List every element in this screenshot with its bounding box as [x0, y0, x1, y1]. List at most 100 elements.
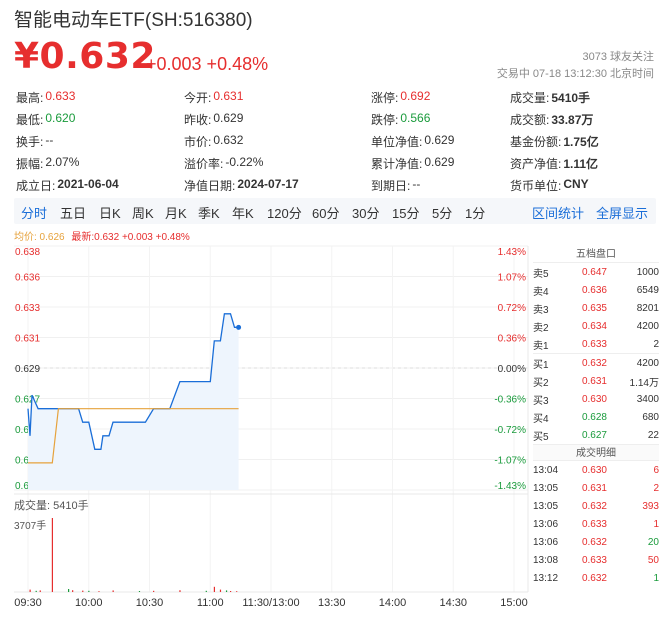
order-book-row: 买4 0.628 680 [533, 408, 659, 426]
volume-bar [138, 591, 141, 592]
stat-cell: 最低: 0.620 [16, 111, 184, 128]
stat-cell: 净值日期: 2024-07-17 [184, 177, 371, 194]
ob-level-label: 卖3 [533, 304, 549, 316]
tab-period[interactable]: 五日 [60, 206, 87, 221]
ob-level-label: 买4 [533, 413, 549, 425]
trade-volume: 1 [653, 572, 659, 584]
ob-price: 0.632 [581, 357, 607, 369]
stat-value: 33.87万 [551, 112, 594, 127]
current-price: ¥0.632 [14, 36, 156, 77]
y-tick-left: 0.622 [15, 456, 40, 467]
x-tick-label: 14:30 [439, 597, 467, 609]
ob-level-label: 买5 [533, 431, 549, 443]
stat-cell: 货币单位: CNY [510, 177, 656, 194]
followers-count[interactable]: 3073 球友关注 [582, 51, 654, 63]
stat-label: 成立日: [16, 178, 56, 193]
fullscreen-link[interactable]: 全屏显示 [596, 206, 649, 221]
stat-label: 最低: [16, 112, 44, 127]
y-tick-right: -0.36% [494, 395, 526, 406]
trade-volume: 1 [653, 518, 659, 530]
stat-cell: 振幅: 2.07% [16, 155, 184, 172]
stat-cell: 溢价率: -0.22% [184, 155, 371, 172]
stat-value: 0.692 [400, 88, 431, 103]
volume-bar [98, 591, 100, 592]
ob-volume: 680 [642, 411, 659, 423]
tab-period[interactable]: 季K [198, 206, 220, 221]
y-tick-right: -1.43% [494, 481, 526, 492]
tab-period[interactable]: 分时 [21, 206, 48, 221]
stat-cell: 累计净值: 0.629 [371, 155, 510, 172]
ob-level-label: 买2 [533, 377, 549, 389]
intraday-chart[interactable]: 0.638 0.636 0.633 0.631 0.629 0.627 0.625 0.622… [0, 0, 530, 618]
volume-bar [82, 590, 84, 592]
y-tick-right: -0.72% [494, 425, 526, 436]
trade-volume: 2 [653, 482, 659, 494]
trade-price: 0.633 [581, 518, 607, 530]
x-tick-label: 10:00 [75, 597, 103, 609]
stat-cell: 跌停: 0.566 [371, 111, 510, 128]
tab-period[interactable]: 月K [165, 206, 187, 221]
x-tick-label: 15:00 [500, 597, 528, 609]
stat-label: 换手: [16, 134, 44, 149]
volume-bar [179, 590, 181, 592]
ob-price: 0.633 [581, 338, 607, 350]
stat-cell: 资产净值: 1.11亿 [510, 155, 656, 172]
trade-row: 13:08 0.633 50 [533, 551, 659, 569]
stat-cell: 成交量: 5410手 [510, 89, 656, 106]
order-book-row: 卖3 0.635 8201 [533, 299, 659, 317]
trade-row: 13:04 0.630 6 [533, 461, 659, 479]
tab-period[interactable]: 5分 [432, 206, 453, 221]
latest-price-legend: 最新:0.632 +0.003 +0.48% [71, 232, 190, 243]
stat-label: 资产净值: [510, 156, 562, 171]
volume-bar [236, 591, 238, 592]
tab-period[interactable]: 60分 [312, 206, 340, 221]
trades-title: 成交明细 [533, 444, 659, 461]
ob-divider [533, 353, 659, 354]
ob-volume: 8201 [636, 302, 659, 314]
ob-price: 0.634 [581, 320, 607, 332]
stat-label: 基金份额: [510, 134, 562, 149]
tab-period[interactable]: 15分 [392, 206, 420, 221]
stat-label: 累计净值: [371, 156, 423, 171]
order-book-row: 卖1 0.633 2 [533, 335, 659, 353]
tab-period[interactable]: 周K [132, 206, 154, 221]
trade-time: 13:08 [533, 554, 559, 566]
stat-cell: 今开: 0.631 [184, 89, 371, 106]
chart-period-tabs: 分时 五日 日K 周K 月K 季K 年K 120分 60分 30分 15分 5分 1分 区间统计 全屏显示 [14, 198, 656, 224]
tab-period[interactable]: 30分 [352, 206, 380, 221]
stat-value: 0.631 [213, 88, 244, 103]
ob-level-label: 卖1 [533, 340, 549, 352]
volume-bar [68, 589, 70, 592]
y-tick-left: 0.633 [15, 303, 40, 314]
stats-grid: 最高: 0.633 今开: 0.631 涨停: 0.692 成交量: 5410手 最低: 0.62… [16, 86, 656, 196]
x-tick-label: 09:30 [14, 597, 42, 609]
stat-row: 振幅: 2.07% 溢价率: -0.22% 累计净值: 0.629 资产净值: 1.11亿 [16, 152, 656, 174]
tab-period[interactable]: 1分 [465, 206, 486, 221]
stat-value: 0.633 [45, 88, 76, 103]
trade-time: 13:05 [533, 482, 559, 494]
ob-price: 0.635 [581, 302, 607, 314]
y-tick-right: 0.36% [498, 334, 526, 345]
stat-cell: 涨停: 0.692 [371, 89, 510, 106]
tab-period[interactable]: 120分 [267, 206, 302, 221]
volume-bar [39, 590, 41, 592]
order-book-row: 卖2 0.634 4200 [533, 317, 659, 335]
volume-bar [29, 589, 31, 592]
y-tick-left: 0.620 [15, 481, 40, 492]
stat-cell: 成交额: 33.87万 [510, 111, 656, 128]
trade-price: 0.632 [581, 536, 607, 548]
stat-label: 昨收: [184, 112, 212, 127]
trade-volume: 50 [647, 554, 659, 566]
volume-bar [153, 590, 155, 592]
range-stats-link[interactable]: 区间统计 [532, 206, 585, 221]
tab-period[interactable]: 年K [232, 206, 254, 221]
trade-time: 13:05 [533, 500, 559, 512]
trade-row: 13:05 0.631 2 [533, 479, 659, 497]
stat-value: -0.22% [225, 154, 264, 169]
price-change: +0.003 +0.48% [146, 54, 269, 74]
trade-volume: 20 [647, 536, 659, 548]
stat-value: -- [412, 176, 421, 191]
tab-period[interactable]: 日K [99, 206, 121, 221]
volume-bar [51, 518, 53, 592]
volume-max-label: 3707手 [14, 521, 47, 532]
